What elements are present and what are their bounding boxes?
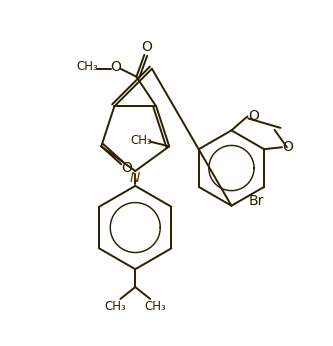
Text: N: N <box>130 171 141 185</box>
Text: CH₃: CH₃ <box>131 134 152 147</box>
Text: CH₃: CH₃ <box>76 60 98 73</box>
Text: Br: Br <box>248 194 264 208</box>
Text: O: O <box>282 140 293 154</box>
Text: O: O <box>122 161 133 175</box>
Text: O: O <box>141 40 152 54</box>
Text: O: O <box>110 60 121 74</box>
Text: CH₃: CH₃ <box>144 300 166 313</box>
Text: CH₃: CH₃ <box>105 300 126 313</box>
Text: O: O <box>248 109 259 124</box>
